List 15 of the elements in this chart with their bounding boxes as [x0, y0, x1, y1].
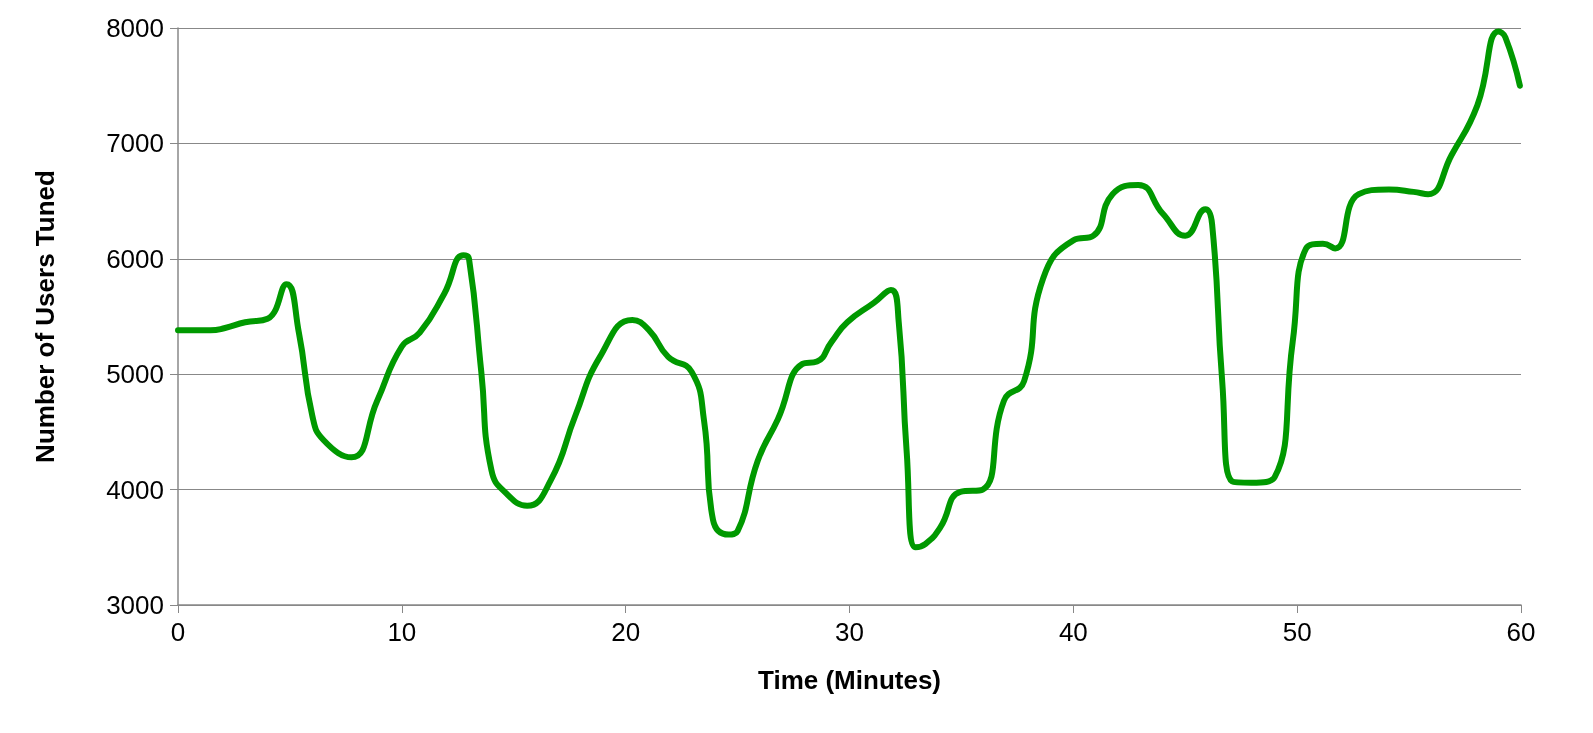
- x-tick-label: 40: [1058, 617, 1088, 647]
- y-tick-label: 4000: [106, 474, 164, 505]
- x-tick-label: 20: [611, 617, 641, 647]
- y-tick-label: 6000: [106, 243, 164, 274]
- x-tick-label: 30: [835, 617, 864, 647]
- x-tick-label: 50: [1282, 617, 1312, 647]
- x-tick-label: 0: [170, 617, 186, 647]
- y-tick-label: 8000: [106, 13, 164, 43]
- x-tick-label: 10: [387, 617, 417, 647]
- x-axis-title: Time (Minutes): [758, 665, 941, 695]
- x-tick-label: 60: [1506, 617, 1536, 647]
- y-axis-title: Number of Users Tuned: [30, 170, 60, 463]
- y-tick-label: 7000: [106, 128, 164, 159]
- y-tick-label: 3000: [106, 590, 164, 620]
- y-tick-label: 5000: [106, 359, 164, 390]
